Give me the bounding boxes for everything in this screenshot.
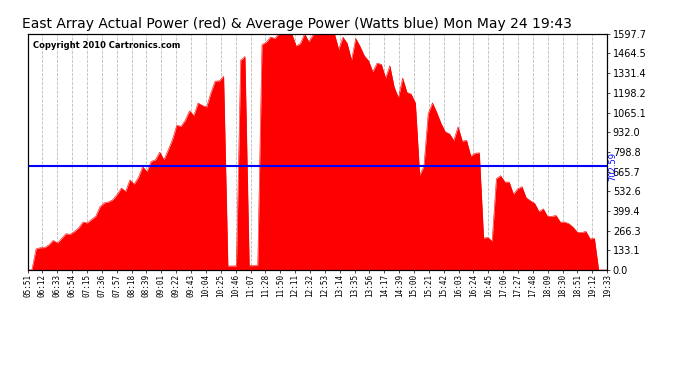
Text: East Array Actual Power (red) & Average Power (Watts blue) Mon May 24 19:43: East Array Actual Power (red) & Average … <box>22 17 572 31</box>
Text: Copyright 2010 Cartronics.com: Copyright 2010 Cartronics.com <box>33 41 181 50</box>
Text: 702.59: 702.59 <box>609 152 618 181</box>
